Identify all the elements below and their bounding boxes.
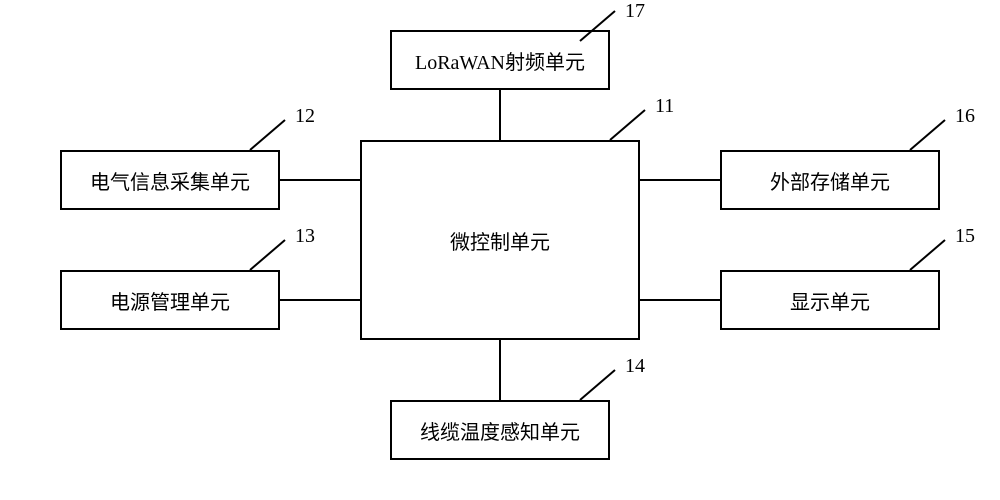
edge-n16-n11 [640,179,720,181]
node-label: 电气信息采集单元 [90,166,250,195]
node-n12: 电气信息采集单元 [60,150,280,210]
node-label: 显示单元 [790,286,870,315]
node-label: 微控制单元 [450,226,550,255]
tag-n17: 17 [625,0,645,23]
edge-n14-n11 [499,340,501,400]
tag-n14: 14 [625,355,645,378]
node-n11: 微控制单元 [360,140,640,340]
node-n14: 线缆温度感知单元 [390,400,610,460]
node-label: 电源管理单元 [110,286,230,315]
tag-n11: 11 [655,95,674,118]
edge-n13-n11 [280,299,360,301]
tag-n13: 13 [295,225,315,248]
tag-n15: 15 [955,225,975,248]
edge-n12-n11 [280,179,360,181]
node-label: 线缆温度感知单元 [420,416,580,445]
node-n17: LoRaWAN射频单元 [390,30,610,90]
edge-n17-n11 [499,90,501,140]
tag-n12: 12 [295,105,315,128]
node-n16: 外部存储单元 [720,150,940,210]
edge-n15-n11 [640,299,720,301]
node-label: 外部存储单元 [770,166,890,195]
node-n15: 显示单元 [720,270,940,330]
tag-n16: 16 [955,105,975,128]
node-label: LoRaWAN射频单元 [415,46,585,75]
node-n13: 电源管理单元 [60,270,280,330]
